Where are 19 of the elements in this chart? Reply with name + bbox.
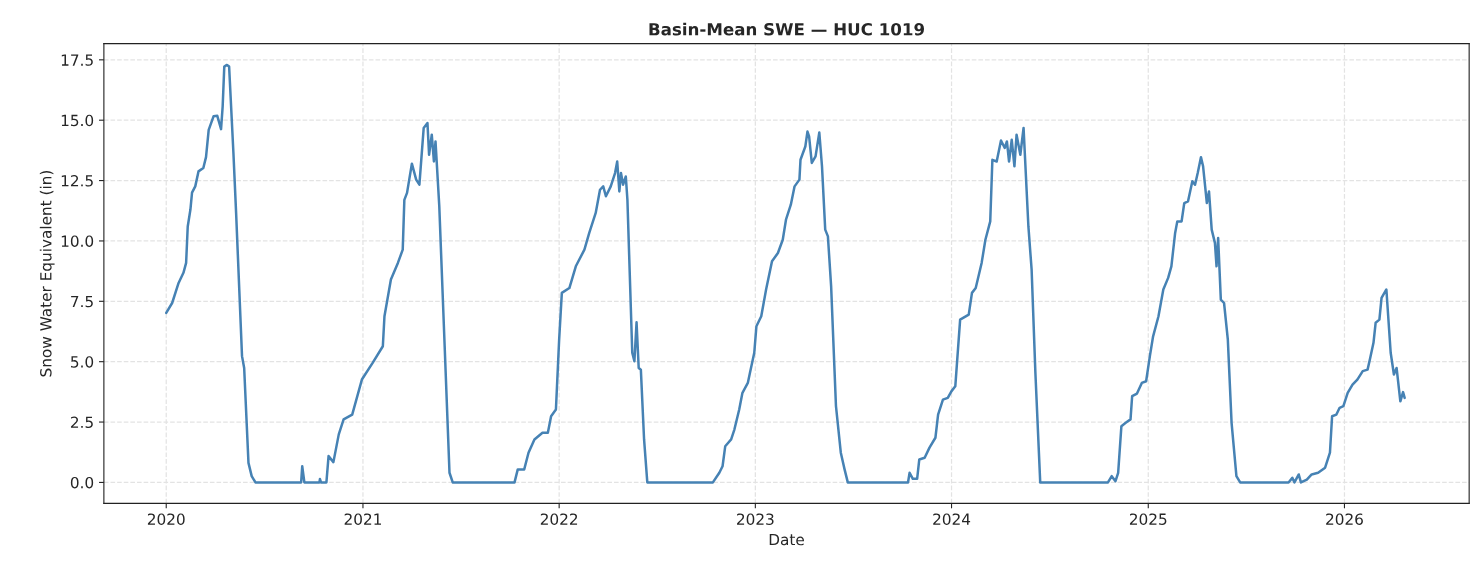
x-tick-label: 2023	[737, 513, 774, 525]
x-tick-label: 2021	[344, 513, 381, 525]
y-tick-label: 17.5	[61, 54, 93, 66]
y-tick-label: 10.0	[61, 235, 94, 247]
x-tick-label: 2026	[1326, 513, 1363, 525]
y-tick-label: 12.5	[61, 175, 93, 187]
x-tick-label: 2025	[1129, 513, 1167, 525]
y-tick-label: 7.5	[71, 295, 93, 308]
x-tick-label: 2022	[540, 513, 578, 525]
chart-title: Basin-Mean SWE — HUC 1019	[649, 22, 925, 36]
y-axis-title: Snow Water Equivalent (in)	[39, 170, 55, 377]
x-axis-title: Date	[769, 533, 804, 546]
y-tick-label: 2.5	[70, 416, 93, 429]
y-tick-label: 5.0	[71, 356, 94, 368]
x-tick-label: 2020	[147, 513, 185, 525]
x-tick-label: 2024	[933, 513, 971, 525]
y-tick-label: 15.0	[61, 114, 94, 127]
line-series	[164, 63, 1406, 484]
y-tick-label: 0.0	[70, 476, 94, 489]
